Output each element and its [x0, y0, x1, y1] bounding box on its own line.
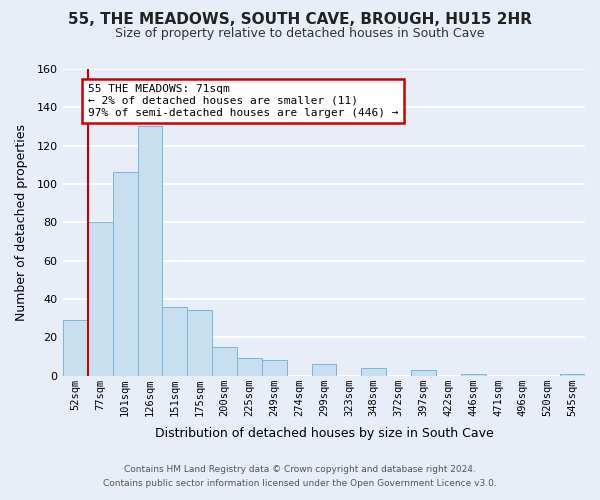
Bar	[88, 222, 113, 376]
Bar	[237, 358, 262, 376]
Bar	[163, 306, 187, 376]
Bar	[411, 370, 436, 376]
Bar	[361, 368, 386, 376]
X-axis label: Distribution of detached houses by size in South Cave: Distribution of detached houses by size …	[155, 427, 493, 440]
Bar	[560, 374, 585, 376]
Bar	[187, 310, 212, 376]
Text: 55 THE MEADOWS: 71sqm
← 2% of detached houses are smaller (11)
97% of semi-detac: 55 THE MEADOWS: 71sqm ← 2% of detached h…	[88, 84, 398, 117]
Bar	[137, 126, 163, 376]
Bar	[113, 172, 137, 376]
Text: Size of property relative to detached houses in South Cave: Size of property relative to detached ho…	[115, 28, 485, 40]
Bar	[63, 320, 88, 376]
Bar	[461, 374, 485, 376]
Y-axis label: Number of detached properties: Number of detached properties	[15, 124, 28, 321]
Text: Contains HM Land Registry data © Crown copyright and database right 2024.
Contai: Contains HM Land Registry data © Crown c…	[103, 466, 497, 487]
Bar	[262, 360, 287, 376]
Bar	[311, 364, 337, 376]
Bar	[212, 347, 237, 376]
Text: 55, THE MEADOWS, SOUTH CAVE, BROUGH, HU15 2HR: 55, THE MEADOWS, SOUTH CAVE, BROUGH, HU1…	[68, 12, 532, 28]
